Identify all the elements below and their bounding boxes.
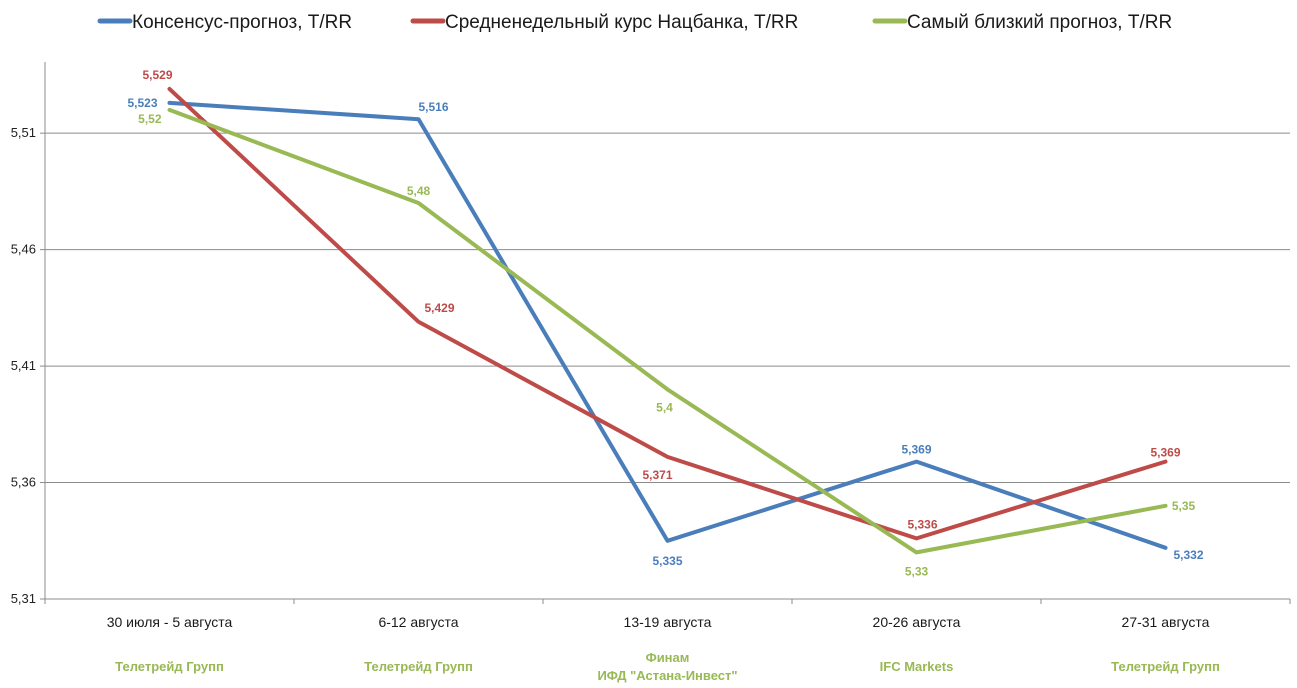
source-label: Телетрейд Групп: [364, 659, 473, 674]
y-tick-label: 5,31: [11, 591, 36, 606]
data-label: 5,35: [1172, 499, 1196, 513]
x-tick-label: 6-12 августа: [378, 614, 458, 630]
series-line-2: [167, 86, 1168, 541]
data-label: 5,48: [407, 184, 431, 198]
data-label: 5,516: [419, 100, 449, 114]
data-label: 5,33: [905, 564, 929, 578]
axes: 5,31 5,36 5,41 5,46 5,51: [11, 62, 1291, 606]
category-labels: 30 июля - 5 августа 6-12 августа 13-19 авг…: [107, 614, 1210, 630]
data-label: 5,369: [901, 443, 931, 457]
series-line-3: [167, 107, 1168, 555]
source-label: ИФД "Астана-Инвест": [597, 668, 737, 683]
y-tick-label: 5,46: [11, 242, 36, 257]
x-tick-label: 27-31 августа: [1122, 614, 1210, 630]
y-tick-label: 5,41: [11, 358, 36, 373]
legend: Консенсус-прогноз, T/RR Средненедельный к…: [97, 12, 1172, 33]
data-label: 5,4: [656, 400, 673, 414]
x-tick-label: 30 июля - 5 августа: [107, 614, 233, 630]
data-label: 5,529: [142, 68, 172, 82]
data-label: 5,336: [907, 517, 937, 531]
data-label: 5,523: [127, 96, 157, 110]
source-labels: Телетрейд Групп Телетрейд Групп Финам ИФД "…: [115, 650, 1220, 683]
data-label: 5,332: [1174, 548, 1204, 562]
source-label: Телетрейд Групп: [1111, 659, 1220, 674]
series-line-1: [167, 100, 1168, 550]
legend-label-2: Средненедельный курс Нацбанка, T/RR: [445, 12, 798, 33]
x-tick-label: 20-26 августа: [873, 614, 961, 630]
data-label: 5,52: [138, 112, 162, 126]
series-lines: [167, 86, 1168, 555]
data-label: 5,371: [642, 468, 672, 482]
legend-label-1: Консенсус-прогноз, T/RR: [132, 12, 352, 33]
y-tick-label: 5,36: [11, 475, 36, 490]
source-label: Телетрейд Групп: [115, 659, 224, 674]
legend-label-3: Самый близкий прогноз, T/RR: [907, 12, 1172, 33]
y-tick-label: 5,51: [11, 125, 36, 140]
x-tick-label: 13-19 августа: [624, 614, 712, 630]
source-label: IFC Markets: [880, 659, 954, 674]
source-label: Финам: [646, 650, 690, 665]
data-labels: 5,523 5,516 5,335 5,369 5,332 5,529 5,429 5,371…: [127, 68, 1203, 579]
data-label: 5,429: [425, 301, 455, 315]
data-label: 5,369: [1150, 446, 1180, 460]
grid-lines: [45, 132, 1290, 484]
data-label: 5,335: [652, 554, 682, 568]
